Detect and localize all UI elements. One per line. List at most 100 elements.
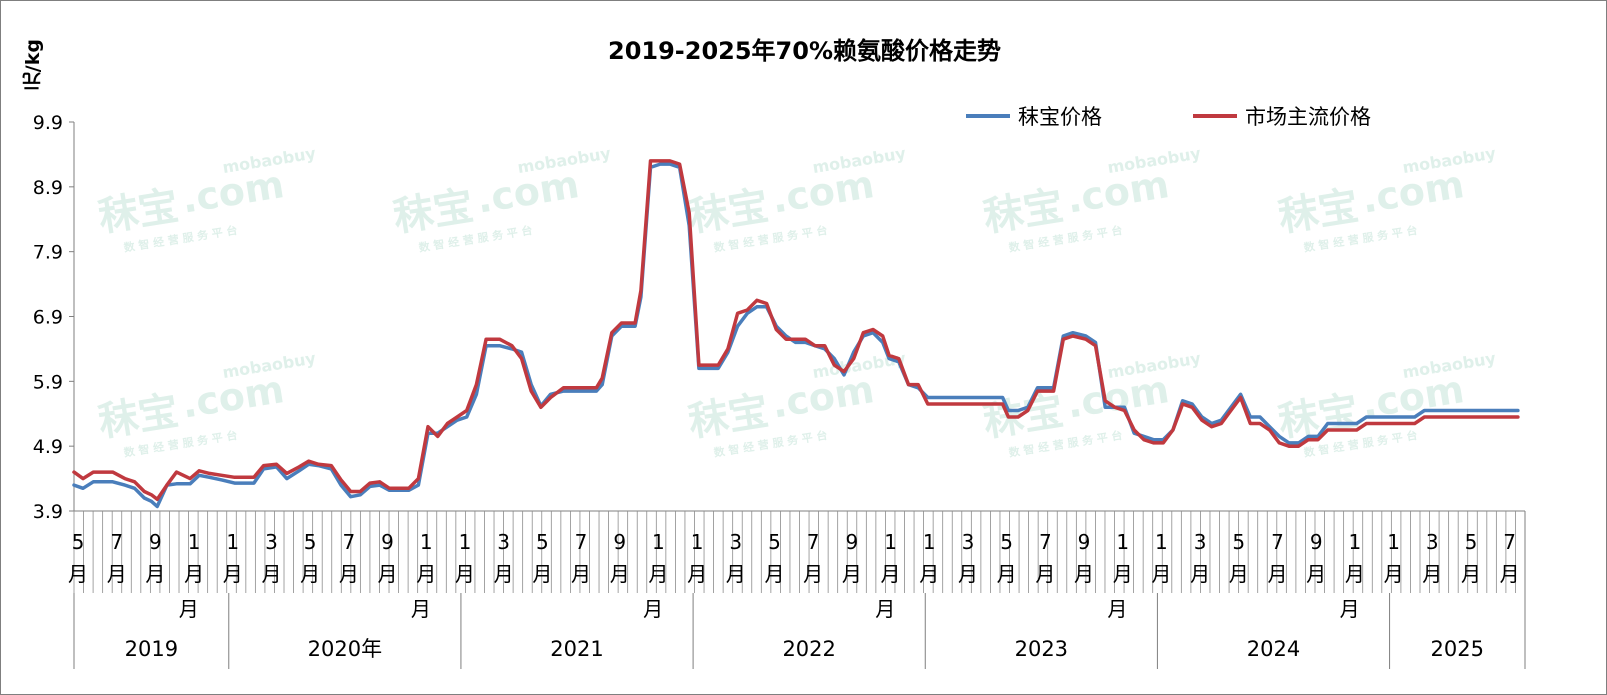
year-yue-label-4: 月 — [1107, 597, 1127, 621]
month-tick-suffix-37: 月 — [1500, 562, 1520, 586]
chart-title: 2019-2025年70%赖氨酸价格走势 — [608, 37, 1001, 65]
y-tick-label-0: 9.9 — [33, 112, 63, 134]
legend-swatch-mobao — [966, 114, 1010, 118]
year-yue-label-3: 月 — [875, 597, 895, 621]
month-tick-suffix-10: 月 — [455, 562, 475, 586]
month-tick-suffix-22: 月 — [919, 562, 939, 586]
year-label-4: 2023 — [1015, 637, 1068, 661]
watermark-brand: 秣宝 — [685, 388, 771, 446]
month-tick-suffix-5: 月 — [261, 562, 281, 586]
month-tick-suffix-29: 月 — [1190, 562, 1210, 586]
month-tick-label-0: 5 — [72, 530, 85, 554]
legend-item-mobao: 秣宝价格 — [966, 101, 1102, 131]
month-tick-suffix-30: 月 — [1229, 562, 1249, 586]
month-tick-label-19: 7 — [807, 530, 820, 554]
watermark-layer: 秣宝.commobaobuy数 智 经 营 服 务 平 台秣宝.commobao… — [95, 143, 1497, 459]
month-tick-suffix-12: 月 — [532, 562, 552, 586]
month-tick-suffix-7: 月 — [339, 562, 359, 586]
month-tick-suffix-26: 月 — [1074, 562, 1094, 586]
month-tick-suffix-19: 月 — [803, 562, 823, 586]
month-tick-label-32: 9 — [1310, 530, 1323, 554]
y-tick-label-6: 3.9 — [33, 501, 63, 523]
month-tick-suffix-9: 月 — [416, 562, 436, 586]
month-tick-suffix-23: 月 — [958, 562, 978, 586]
month-tick-label-31: 7 — [1271, 530, 1284, 554]
x-axis-divider-group — [73, 511, 1526, 593]
month-tick-suffix-18: 月 — [764, 562, 784, 586]
y-tick-label-5: 4.9 — [33, 436, 63, 458]
month-tick-suffix-13: 月 — [571, 562, 591, 586]
month-tick-suffix-2: 月 — [145, 562, 165, 586]
month-tick-suffix-25: 月 — [1035, 562, 1055, 586]
month-tick-label-12: 5 — [536, 530, 549, 554]
month-tick-label-3: 1 — [188, 530, 201, 554]
month-tick-label-14: 9 — [613, 530, 626, 554]
month-tick-label-27: 1 — [1116, 530, 1129, 554]
month-tick-label-11: 3 — [497, 530, 510, 554]
month-tick-suffix-16: 月 — [687, 562, 707, 586]
month-tick-label-5: 3 — [265, 530, 278, 554]
month-tick-label-16: 1 — [691, 530, 704, 554]
month-tick-suffix-3: 月 — [184, 562, 204, 586]
month-tick-suffix-33: 月 — [1345, 562, 1365, 586]
month-tick-suffix-14: 月 — [610, 562, 630, 586]
watermark-brand: 秣宝 — [980, 183, 1066, 241]
month-tick-label-26: 9 — [1078, 530, 1091, 554]
month-tick-label-4: 1 — [226, 530, 239, 554]
year-yue-label-0: 月 — [179, 597, 199, 621]
month-tick-label-24: 5 — [1000, 530, 1013, 554]
y-tick-label-2: 7.9 — [33, 242, 63, 264]
month-tick-label-21: 1 — [884, 530, 897, 554]
month-tick-suffix-11: 月 — [494, 562, 514, 586]
year-label-3: 2022 — [782, 637, 835, 661]
month-tick-suffix-31: 月 — [1267, 562, 1287, 586]
month-tick-label-17: 3 — [729, 530, 742, 554]
month-tick-label-28: 1 — [1155, 530, 1168, 554]
month-tick-suffix-15: 月 — [648, 562, 668, 586]
month-tick-suffix-27: 月 — [1113, 562, 1133, 586]
month-tick-label-29: 3 — [1194, 530, 1207, 554]
watermark-brand: 秣宝 — [95, 388, 181, 446]
series-line-0 — [72, 162, 1520, 509]
watermark-brand: 秣宝 — [390, 183, 476, 241]
year-label-0: 2019 — [125, 637, 178, 661]
legend-label-mobao: 秣宝价格 — [1018, 105, 1102, 129]
legend-label-market: 市场主流价格 — [1245, 105, 1371, 129]
month-tick-suffix-35: 月 — [1422, 562, 1442, 586]
month-tick-label-25: 7 — [1039, 530, 1052, 554]
month-tick-label-30: 5 — [1232, 530, 1245, 554]
year-yue-label-1: 月 — [411, 597, 431, 621]
month-tick-label-10: 1 — [459, 530, 472, 554]
year-label-6: 2025 — [1431, 637, 1484, 661]
month-tick-suffix-24: 月 — [997, 562, 1017, 586]
month-tick-label-33: 1 — [1349, 530, 1362, 554]
month-tick-suffix-20: 月 — [842, 562, 862, 586]
month-tick-suffix-36: 月 — [1461, 562, 1481, 586]
month-tick-suffix-8: 月 — [378, 562, 398, 586]
month-tick-label-22: 1 — [923, 530, 936, 554]
month-tick-label-35: 3 — [1426, 530, 1439, 554]
month-tick-suffix-4: 月 — [223, 562, 243, 586]
month-tick-label-9: 1 — [420, 530, 433, 554]
month-tick-label-2: 9 — [149, 530, 162, 554]
year-label-5: 2024 — [1247, 637, 1300, 661]
legend-swatch-market — [1193, 114, 1237, 118]
year-yue-label-5: 月 — [1340, 597, 1360, 621]
month-tick-suffix-17: 月 — [726, 562, 746, 586]
watermark-brand: 秣宝 — [1275, 183, 1361, 241]
month-tick-suffix-0: 月 — [68, 562, 88, 586]
y-tick-label-4: 5.9 — [33, 371, 63, 393]
month-tick-label-20: 9 — [845, 530, 858, 554]
y-tick-label-1: 8.9 — [33, 177, 63, 199]
month-tick-label-7: 7 — [342, 530, 355, 554]
month-tick-label-37: 7 — [1503, 530, 1516, 554]
month-tick-label-15: 1 — [652, 530, 665, 554]
